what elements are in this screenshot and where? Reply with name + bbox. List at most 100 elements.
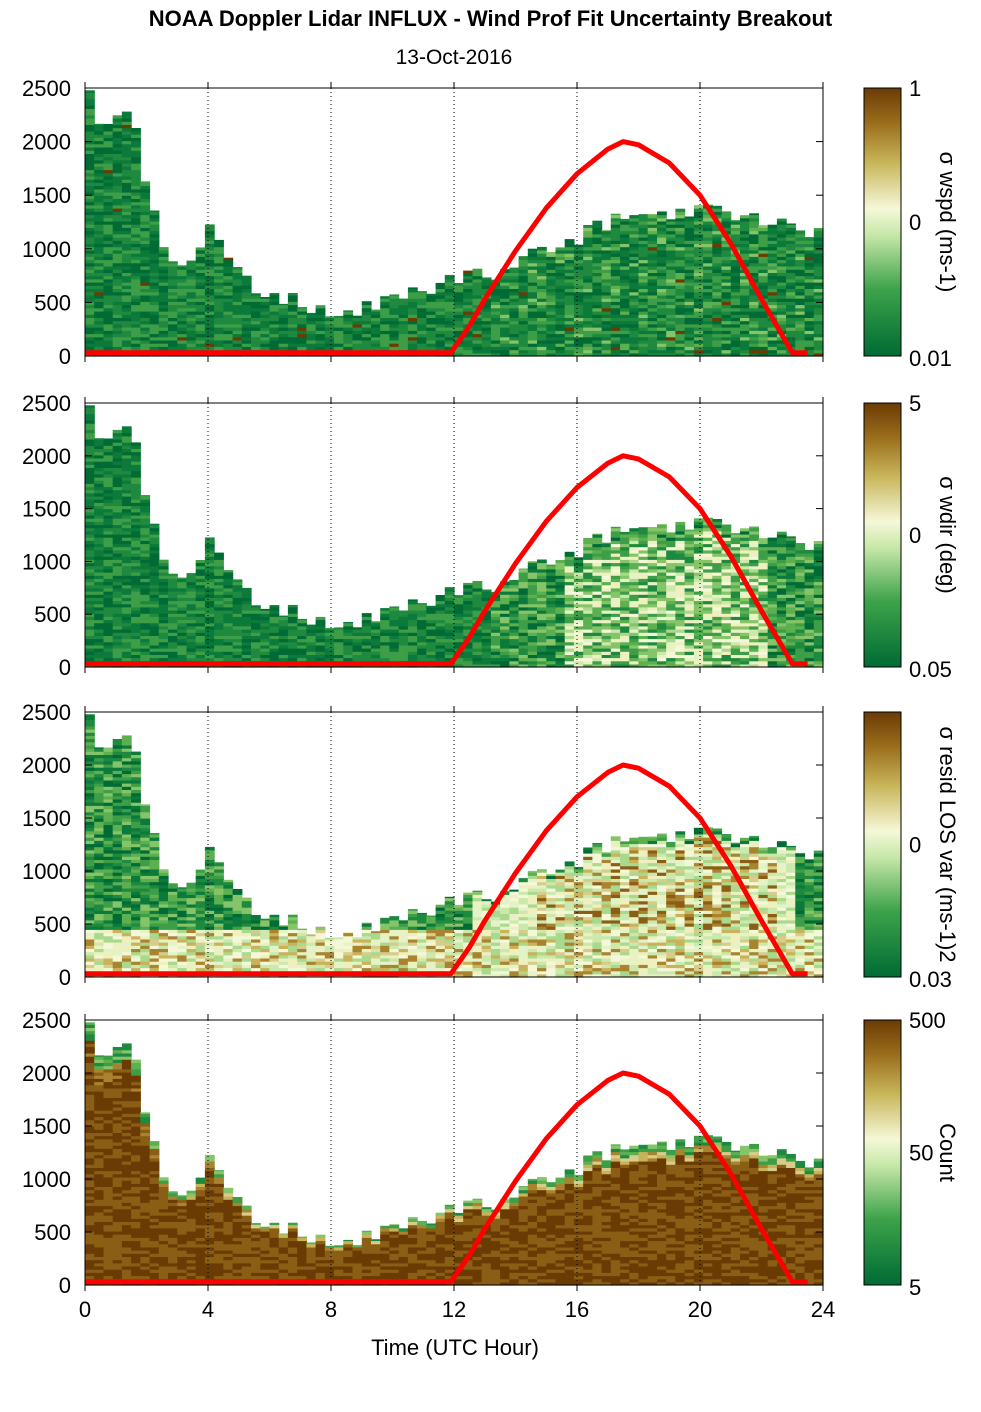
heatmap-cell [813, 311, 824, 315]
heatmap-cell [223, 625, 234, 630]
heatmap-cell [103, 217, 114, 222]
heatmap-cell [168, 622, 178, 627]
heatmap-cell [703, 352, 713, 357]
heatmap-cell [813, 237, 824, 241]
heatmap-cell [112, 169, 123, 174]
heatmap-cell [214, 298, 224, 302]
heatmap-cell [223, 291, 234, 296]
heatmap-cell [251, 294, 261, 299]
heatmap-cell [85, 600, 95, 605]
heatmap-cell [177, 304, 188, 309]
heatmap-cell [703, 327, 713, 331]
heatmap-cell [140, 339, 151, 344]
heatmap-cell [546, 349, 557, 354]
heatmap-cell [472, 275, 483, 280]
heatmap-cell [610, 333, 621, 338]
heatmap-cell [306, 317, 317, 322]
heatmap-cell [527, 641, 538, 646]
heatmap-cell [657, 524, 667, 529]
heatmap-cell [306, 346, 317, 351]
heatmap-cell [121, 438, 132, 443]
heatmap-cell [620, 298, 630, 302]
heatmap-cell [647, 275, 658, 280]
heatmap-cell [564, 330, 575, 335]
heatmap-cell [214, 333, 224, 338]
heatmap-cell [168, 262, 178, 267]
heatmap-cell [620, 272, 630, 277]
heatmap-cell [287, 613, 298, 617]
heatmap-cell [94, 483, 104, 488]
heatmap-cell [204, 304, 215, 309]
heatmap-cell [647, 540, 658, 545]
heatmap-cell [601, 638, 612, 643]
heatmap-cell [555, 336, 566, 341]
heatmap-cell [472, 660, 483, 665]
heatmap-cell [767, 275, 778, 280]
heatmap-cell [103, 169, 114, 174]
heatmap-cell [500, 660, 510, 665]
heatmap-cell [435, 298, 446, 302]
heatmap-cell [758, 246, 769, 251]
heatmap-cell [149, 635, 160, 640]
heatmap-cell [786, 298, 796, 302]
heatmap-cell [140, 597, 151, 602]
heatmap-cell [352, 330, 363, 335]
heatmap-cell [601, 651, 612, 655]
heatmap-cell [241, 288, 252, 293]
heatmap-cell [85, 163, 95, 167]
heatmap-cell [398, 632, 409, 636]
heatmap-cell [675, 249, 686, 254]
heatmap-cell [509, 278, 520, 283]
heatmap-cell [638, 323, 649, 328]
heatmap-cell [352, 343, 363, 347]
heatmap-cell [287, 327, 298, 331]
heatmap-cell [638, 575, 649, 579]
heatmap-cell [140, 562, 151, 567]
heatmap-cell [131, 603, 141, 608]
heatmap-cell [629, 275, 640, 280]
heatmap-cell [103, 594, 114, 598]
heatmap-cell [647, 657, 658, 662]
heatmap-cell [610, 587, 621, 592]
heatmap-cell [140, 530, 151, 535]
heatmap-cell [232, 600, 243, 605]
heatmap-cell [647, 298, 658, 302]
heatmap-cell [647, 339, 658, 344]
heatmap-cell [601, 243, 612, 248]
heatmap-cell [103, 521, 114, 526]
heatmap-cell [407, 619, 418, 624]
heatmap-cell [121, 505, 132, 510]
heatmap-cell [103, 346, 114, 351]
heatmap-cell [177, 577, 188, 579]
heatmap-cell [657, 304, 667, 309]
heatmap-cell [131, 317, 141, 322]
heatmap-cell [195, 339, 206, 344]
heatmap-cell [740, 215, 750, 219]
heatmap-cell [758, 225, 769, 228]
heatmap-cell [177, 288, 188, 293]
heatmap-cell [666, 543, 676, 548]
heatmap-cell [481, 333, 492, 338]
heatmap-cell [85, 208, 95, 212]
heatmap-cell [214, 262, 224, 267]
heatmap-cell [204, 259, 215, 264]
heatmap-cell [158, 559, 169, 564]
heatmap-cell [223, 294, 234, 299]
heatmap-cell [94, 253, 104, 257]
heatmap-cell [241, 651, 252, 655]
heatmap-cell [721, 214, 732, 219]
heatmap-cell [232, 311, 243, 315]
heatmap-cell [527, 294, 538, 299]
heatmap-cells [85, 90, 824, 357]
heatmap-cell [657, 648, 667, 652]
heatmap-cell [103, 505, 114, 510]
heatmap-cell [610, 578, 621, 583]
heatmap-cell [629, 575, 640, 579]
heatmap-cell [204, 562, 215, 567]
heatmap-cell [620, 240, 630, 244]
heatmap-cell [740, 339, 750, 344]
heatmap-cell [527, 657, 538, 662]
heatmap-cell [500, 291, 510, 296]
heatmap-cell [103, 230, 114, 235]
heatmap-cell [204, 253, 215, 257]
